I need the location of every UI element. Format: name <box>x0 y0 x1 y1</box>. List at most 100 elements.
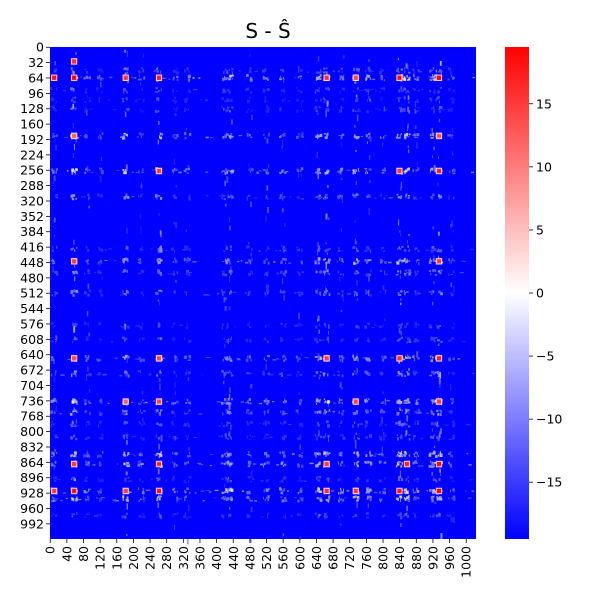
heatmap-cell <box>415 399 418 402</box>
heatmap-cell <box>440 498 443 501</box>
heatmap-cell <box>72 103 74 109</box>
heatmap-cell <box>339 451 343 455</box>
heatmap-cell <box>440 428 443 434</box>
heatmap-cell <box>339 498 343 501</box>
heatmap-cell <box>158 497 161 501</box>
heatmap-cell <box>71 70 73 74</box>
heatmap-cell <box>279 107 282 110</box>
heatmap-cell <box>337 195 340 199</box>
heatmap-cell <box>184 423 187 427</box>
heatmap-cell <box>342 55 345 59</box>
heatmap-cell <box>125 370 127 374</box>
heatmap-cell <box>88 99 92 103</box>
heatmap-cell <box>417 423 419 425</box>
heatmap-cell <box>328 248 331 250</box>
heatmap-cell <box>430 325 433 329</box>
heatmap-cell <box>461 341 466 343</box>
heatmap-cell <box>156 196 158 200</box>
heatmap-cell <box>413 108 416 111</box>
heatmap-cell <box>174 452 176 455</box>
heatmap-cell <box>98 490 100 496</box>
heatmap-cell <box>226 421 228 424</box>
heatmap-cell <box>416 259 419 262</box>
heatmap-cell <box>419 197 422 199</box>
heatmap-cell <box>404 497 407 501</box>
heatmap-cell <box>369 132 371 136</box>
heatmap-cell <box>383 197 386 200</box>
heatmap-cell <box>87 366 89 372</box>
heatmap-cell <box>142 167 144 171</box>
heatmap-cell <box>381 259 384 262</box>
heatmap-cell <box>100 497 105 499</box>
heatmap-cell <box>124 168 128 172</box>
heatmap-cell <box>231 67 234 71</box>
heatmap-cell <box>352 90 355 93</box>
heatmap-cell <box>248 398 251 401</box>
heatmap-cell <box>407 197 410 200</box>
heatmap-cell <box>317 489 319 492</box>
heatmap-cell <box>403 491 407 494</box>
heatmap-cell <box>358 478 361 480</box>
colorbar-gradient <box>505 47 529 539</box>
heatmap-cell <box>141 491 145 495</box>
heatmap-cell <box>451 127 454 132</box>
heatmap-cell <box>364 424 368 426</box>
heatmap-cell <box>367 260 369 263</box>
heatmap-cell <box>406 496 409 500</box>
heatmap-cell <box>174 524 176 530</box>
heatmap-cell <box>396 375 401 377</box>
heatmap-cell <box>247 402 250 404</box>
heatmap-cell <box>267 454 270 458</box>
heatmap-cell <box>98 96 100 103</box>
heatmap-cell <box>316 403 317 405</box>
heatmap-cell <box>71 169 73 172</box>
heatmap-cell <box>99 338 101 341</box>
heatmap-hotspot <box>397 488 402 494</box>
heatmap-cell <box>285 262 287 264</box>
heatmap-cell <box>398 97 401 99</box>
heatmap-cell <box>343 488 345 492</box>
heatmap-cell <box>245 338 249 343</box>
heatmap-hotspot <box>156 356 162 361</box>
heatmap-cell <box>433 258 435 262</box>
heatmap-cell <box>294 339 297 341</box>
heatmap-cell <box>246 197 249 201</box>
heatmap-cell <box>188 476 192 479</box>
y-tick-label: 224 <box>20 147 44 162</box>
heatmap-cell <box>353 293 356 297</box>
heatmap-cell <box>234 326 236 328</box>
heatmap-cell <box>449 475 453 479</box>
heatmap-cell <box>325 108 328 112</box>
heatmap-cell <box>437 499 442 501</box>
heatmap-cell <box>156 499 158 502</box>
heatmap-cell <box>229 436 232 439</box>
heatmap-cell <box>50 462 53 466</box>
heatmap-cell <box>172 273 176 276</box>
heatmap-cell <box>404 375 407 377</box>
heatmap-cell <box>281 374 284 378</box>
heatmap-cell <box>400 434 403 438</box>
y-tick-label: 192 <box>20 132 44 147</box>
heatmap-cell <box>324 324 327 327</box>
heatmap-cell <box>316 134 319 137</box>
heatmap-cell <box>429 78 432 80</box>
heatmap-cell <box>341 70 344 73</box>
heatmap-cell <box>246 422 250 426</box>
heatmap-cell <box>281 145 283 149</box>
heatmap-cell <box>123 269 126 273</box>
heatmap-cell <box>417 357 420 360</box>
heatmap-cell <box>188 451 190 455</box>
heatmap-cell <box>341 293 344 297</box>
heatmap-cell <box>450 517 453 523</box>
heatmap-cell <box>267 421 270 425</box>
heatmap-cell <box>160 273 163 276</box>
heatmap-cell <box>266 110 270 114</box>
heatmap-cell <box>397 461 401 463</box>
heatmap-cell <box>440 532 443 539</box>
heatmap-cell <box>248 96 252 99</box>
heatmap-cell <box>446 515 451 516</box>
heatmap-cell <box>241 490 245 492</box>
heatmap-cell <box>51 321 54 325</box>
heatmap-cell <box>251 114 253 121</box>
